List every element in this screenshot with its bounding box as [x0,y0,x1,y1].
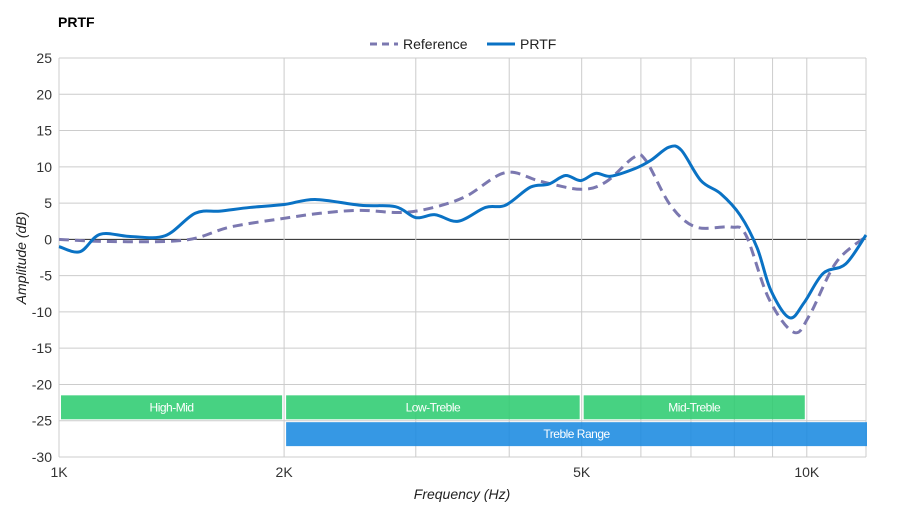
series-line-prtf [58,144,868,320]
band-label: Treble Range [543,427,610,441]
y-tick-label: -15 [32,340,52,356]
y-tick-label: 15 [36,123,52,139]
y-tick-label: 10 [36,159,52,175]
band-label: High-Mid [150,400,194,414]
y-tick-label: -20 [32,376,52,392]
x-tick-label: 2K [276,464,294,480]
legend-label-reference: Reference [403,36,468,52]
legend-label-prtf: PRTF [520,36,556,52]
x-tick-label: 1K [50,464,68,480]
x-axis-label: Frequency (Hz) [414,486,510,502]
y-tick-label: 5 [44,195,52,211]
band-high-mid [61,395,283,420]
y-tick-label: 25 [36,50,52,66]
band-label: Low-Treble [406,400,461,414]
x-tick-label: 5K [573,464,591,480]
series-line-reference [58,152,867,335]
y-tick-label: 20 [36,86,52,102]
y-tick-label: 0 [44,231,52,247]
y-tick-label: -25 [32,413,52,429]
legend: Reference PRTF [370,36,556,52]
y-tick-label: -30 [32,449,52,465]
band-label: Mid-Treble [668,400,721,414]
y-tick-label: -5 [40,268,53,284]
band-mid-treble [583,395,805,420]
chart-title: PRTF [58,14,95,30]
y-tick-label: -10 [32,304,52,320]
y-axis-label: Amplitude (dB) [13,212,29,306]
band-treble-range [286,422,868,447]
x-tick-label: 10K [794,464,820,480]
band-low-treble [286,395,580,420]
